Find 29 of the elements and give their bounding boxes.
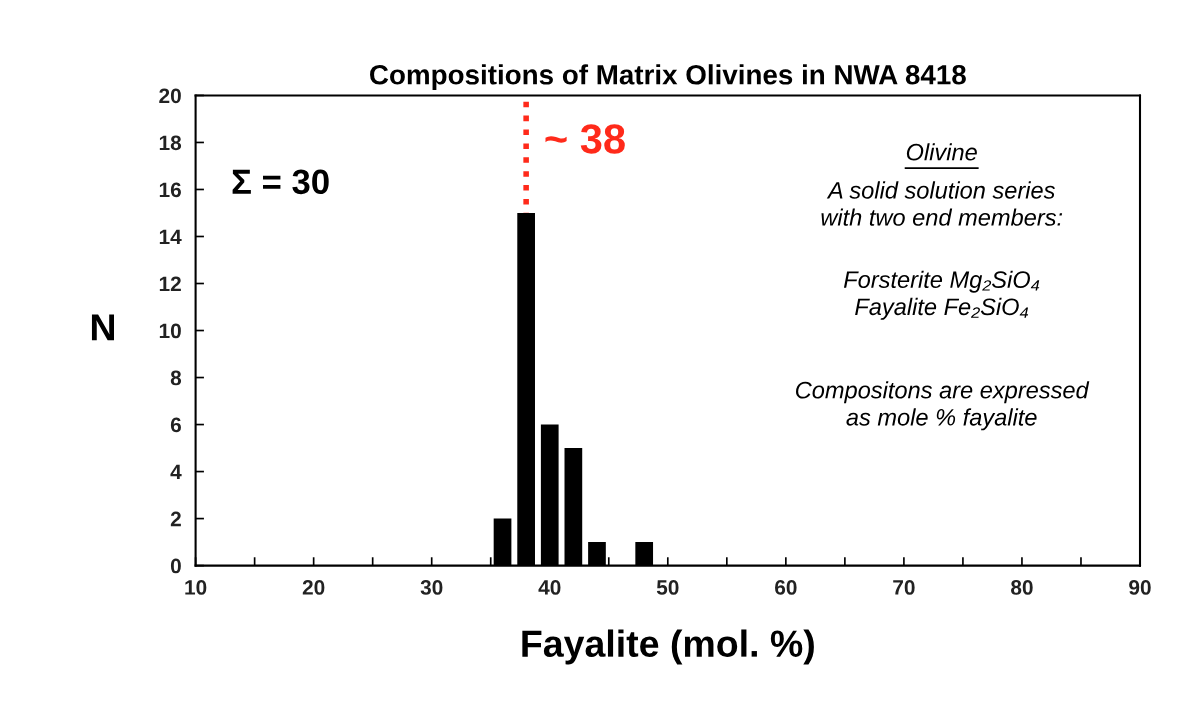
y-tick-label: 4 bbox=[170, 464, 182, 480]
y-tick-label: 20 bbox=[159, 88, 181, 104]
x-axis-title: Fayalite (mol. %) bbox=[522, 629, 814, 665]
y-tick-label: 10 bbox=[159, 323, 181, 339]
ref-line-label: ~ 38 bbox=[545, 124, 625, 154]
x-tick-label: 50 bbox=[656, 580, 679, 595]
x-tick-label: 80 bbox=[1011, 580, 1033, 595]
annotation: Forsterite Mg₂SiO₄ Fayalite Fe₂SiO₄ bbox=[843, 270, 1040, 320]
chart-title: Compositions of Matrix Olivines in NWA 8418 bbox=[370, 64, 966, 91]
x-tick-label: 40 bbox=[538, 580, 561, 595]
y-tick-label: 14 bbox=[159, 229, 182, 245]
annotation: Σ = 30 bbox=[232, 169, 329, 195]
x-tick-label: 20 bbox=[302, 580, 325, 595]
annotation: Compositons are expressed as mole % fayalite bbox=[796, 381, 1090, 431]
x-tick-label: 30 bbox=[420, 580, 443, 595]
y-tick-label: 18 bbox=[159, 135, 182, 151]
y-axis-title: N bbox=[91, 314, 114, 341]
x-tick-label: 70 bbox=[893, 580, 915, 595]
y-tick-label: 6 bbox=[170, 417, 181, 433]
y-tick-label: 2 bbox=[170, 511, 181, 527]
x-tick-label: 60 bbox=[775, 580, 797, 595]
y-tick-label: 12 bbox=[159, 276, 181, 292]
y-tick-label: 8 bbox=[170, 370, 182, 386]
x-tick-label: 90 bbox=[1129, 580, 1151, 595]
annotation: Olivine bbox=[906, 143, 977, 161]
y-tick-label: 16 bbox=[159, 182, 181, 198]
y-tick-label: 0 bbox=[170, 558, 181, 574]
annotation: A solid solution series with two end members: bbox=[821, 181, 1063, 226]
x-tick-label: 10 bbox=[185, 580, 207, 595]
